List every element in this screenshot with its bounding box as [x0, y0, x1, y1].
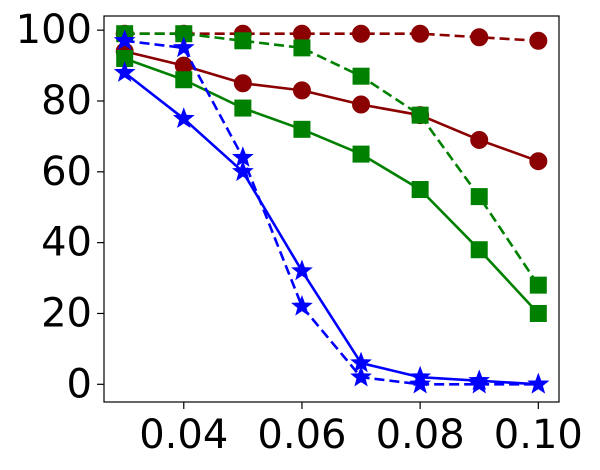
data-point	[529, 304, 547, 322]
y-tick-label: 60	[41, 149, 92, 195]
data-point	[293, 39, 311, 57]
plot-area	[113, 24, 550, 394]
data-point	[172, 36, 195, 58]
y-tick-label: 0	[67, 361, 92, 407]
x-tick-label: 0.08	[376, 412, 465, 458]
data-point	[529, 31, 548, 50]
data-point	[234, 99, 252, 117]
x-tick-label: 0.06	[257, 412, 346, 458]
series-5	[113, 29, 550, 394]
data-point	[233, 74, 252, 93]
y-tick-label: 100	[16, 7, 92, 53]
series-line	[123, 71, 539, 386]
y-tick-label: 40	[41, 220, 92, 266]
data-point	[411, 106, 429, 124]
data-point	[527, 372, 550, 394]
data-point	[470, 241, 488, 259]
data-point	[172, 107, 195, 128]
series-2	[116, 49, 547, 322]
y-tick-label: 80	[41, 78, 92, 124]
series-line	[124, 32, 540, 286]
data-point	[231, 160, 254, 182]
data-point	[291, 294, 313, 316]
data-point	[411, 181, 429, 199]
data-point	[470, 130, 489, 149]
data-point	[175, 71, 193, 89]
data-point	[352, 95, 371, 114]
series-3	[116, 25, 547, 294]
data-point	[352, 24, 371, 43]
axes: 0 20 40 60 80 100 0.04 0.06 0.08 0.10	[16, 7, 583, 458]
series-line	[124, 39, 539, 386]
data-point	[113, 29, 136, 51]
plot-frame	[103, 15, 560, 403]
data-point	[234, 32, 252, 50]
data-point	[352, 145, 370, 163]
data-point	[350, 365, 372, 387]
data-point	[470, 188, 488, 206]
data-point	[292, 81, 311, 100]
data-point	[529, 152, 548, 171]
x-tick-label: 0.10	[494, 412, 583, 458]
data-point	[291, 259, 313, 281]
data-point	[529, 276, 547, 294]
data-point	[352, 67, 370, 85]
y-tick-label: 20	[41, 290, 92, 336]
data-point	[231, 146, 254, 167]
data-point	[293, 120, 311, 138]
data-point	[411, 24, 430, 43]
x-tick-label: 0.04	[139, 412, 228, 458]
data-point	[113, 61, 136, 82]
data-point	[470, 28, 489, 47]
data-point	[409, 372, 432, 394]
series-line	[124, 57, 540, 315]
data-point	[468, 372, 491, 394]
